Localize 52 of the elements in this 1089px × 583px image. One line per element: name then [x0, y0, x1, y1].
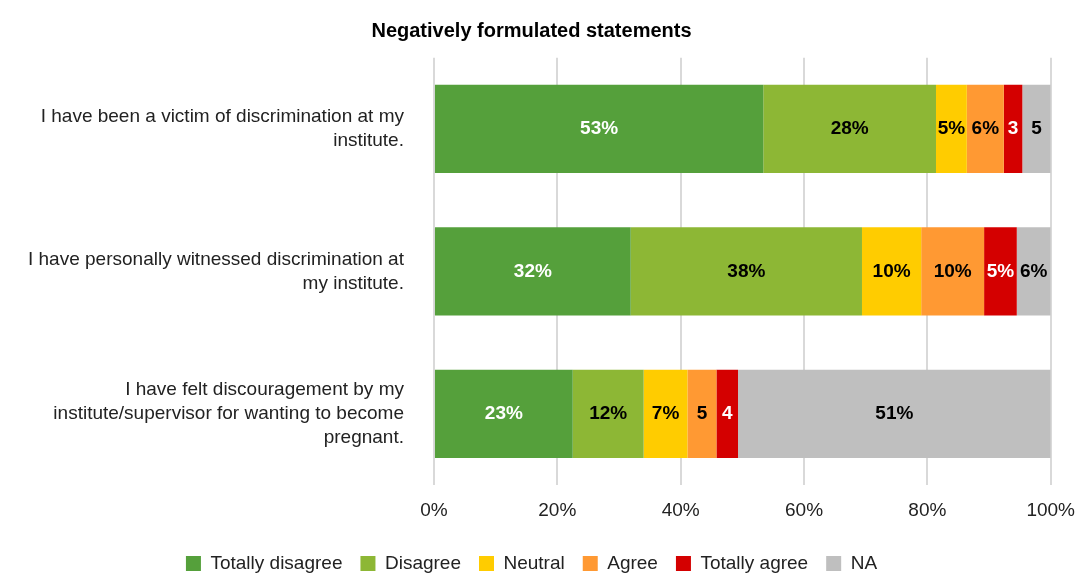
data-label: 3	[1007, 117, 1019, 139]
x-tick-label: 20%	[538, 498, 577, 520]
bar	[861, 227, 922, 316]
bar	[1022, 84, 1051, 174]
legend-label: NA	[850, 551, 878, 573]
bar	[738, 369, 1051, 459]
data-label: 5%	[937, 117, 966, 139]
data-label: 12%	[589, 402, 628, 424]
bar	[966, 84, 1004, 174]
bar	[434, 227, 631, 316]
data-label: 38%	[727, 259, 766, 281]
y-tick-label: I have personally witnessed discrimination at my institute.	[28, 247, 405, 293]
legend-label: Neutral	[503, 551, 565, 573]
legend-label: Agree	[607, 551, 658, 573]
x-tick-label: 60%	[784, 498, 824, 520]
bar	[1003, 84, 1023, 174]
bar	[763, 84, 936, 174]
bar	[434, 84, 764, 174]
data-label: 53%	[580, 117, 619, 139]
y-tick-label: I have been a victim of discrimination at my institute.	[40, 105, 405, 150]
bar	[630, 227, 862, 316]
data-label: 5	[1031, 117, 1043, 139]
bar	[572, 369, 644, 459]
data-label: 7%	[651, 402, 680, 424]
y-tick-label: I have felt discouragement by my institute/supervisor for wanting to become pregnant.	[53, 378, 405, 447]
data-label: 6%	[1020, 259, 1048, 281]
bar	[687, 369, 717, 459]
data-label: 5%	[986, 259, 1015, 281]
data-label: 23%	[484, 402, 523, 424]
data-label: 28%	[830, 117, 869, 139]
bar	[935, 84, 967, 174]
bar	[1016, 227, 1051, 316]
data-label: 51%	[875, 402, 914, 424]
x-tick-label: 80%	[908, 498, 947, 520]
data-label: 10%	[933, 259, 972, 281]
bar	[716, 369, 739, 459]
bar	[984, 227, 1017, 316]
x-tick-label: 100%	[1026, 498, 1076, 520]
legend-label: Totally agree	[700, 551, 809, 573]
data-label: 4	[721, 402, 733, 424]
x-tick-label: 40%	[661, 498, 700, 520]
legend-label: Totally disagree	[210, 551, 343, 573]
bar	[643, 369, 688, 459]
legend-label: Disagree	[384, 551, 461, 573]
x-tick-label: 0%	[420, 498, 448, 520]
chart-title: Negatively formulated statements	[371, 19, 692, 42]
data-label: 32%	[513, 259, 552, 281]
data-label: 10%	[872, 259, 911, 281]
bar	[921, 227, 985, 316]
data-label: 6%	[971, 117, 1000, 139]
data-label: 5	[696, 402, 708, 424]
bar	[434, 369, 573, 459]
